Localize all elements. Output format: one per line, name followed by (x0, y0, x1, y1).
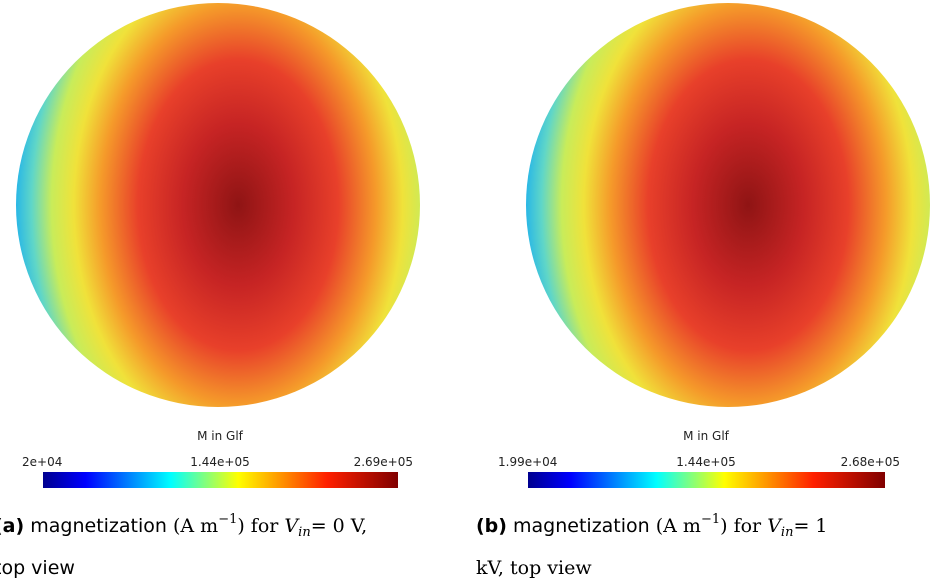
colorbar-mid: 1.44e+05 (676, 455, 735, 469)
caption-unit-exp: −1 (218, 512, 237, 527)
caption-line2: top view (0, 557, 75, 579)
caption-label: (a) (0, 515, 24, 537)
caption-text: magnetization (513, 515, 650, 537)
caption-unit: (A m (173, 515, 218, 537)
caption-label: (b) (476, 515, 507, 537)
caption: (b) magnetization (A m−1) for Vin= 1 (476, 512, 828, 540)
caption-rest: = 0 V, (311, 515, 368, 537)
caption-unit-exp: −1 (701, 512, 720, 527)
colorbar (528, 472, 885, 488)
colorbar-title: M in Glf (197, 429, 244, 443)
colorbar-title: M in Glf (683, 429, 730, 443)
caption-var-sub: in (298, 525, 311, 540)
caption-mid: ) for (237, 515, 279, 537)
caption-line2: kV, top view (476, 557, 592, 579)
caption-var: V (767, 515, 783, 537)
caption-var: V (284, 515, 300, 537)
panel-a: M in Glf 2e+04 1.44e+05 2.69e+05 (a) mag… (0, 3, 420, 579)
colorbar-min: 2e+04 (22, 455, 62, 469)
caption-unit: (A m (656, 515, 701, 537)
caption: (a) magnetization (A m−1) for Vin= 0 V, (0, 512, 367, 540)
caption-mid: ) for (720, 515, 762, 537)
panel-b: M in Glf 1.99e+04 1.44e+05 2.68e+05 (b) … (476, 3, 930, 579)
colorbar (43, 472, 398, 488)
sphere-render (16, 3, 420, 407)
colorbar-max: 2.68e+05 (841, 455, 900, 469)
caption-var-sub: in (781, 525, 794, 540)
sphere-render (526, 3, 930, 407)
colorbar-min: 1.99e+04 (498, 455, 557, 469)
colorbar-mid: 1.44e+05 (190, 455, 249, 469)
colorbar-max: 2.69e+05 (354, 455, 413, 469)
caption-text: magnetization (30, 515, 167, 537)
caption-rest: = 1 (793, 515, 827, 537)
